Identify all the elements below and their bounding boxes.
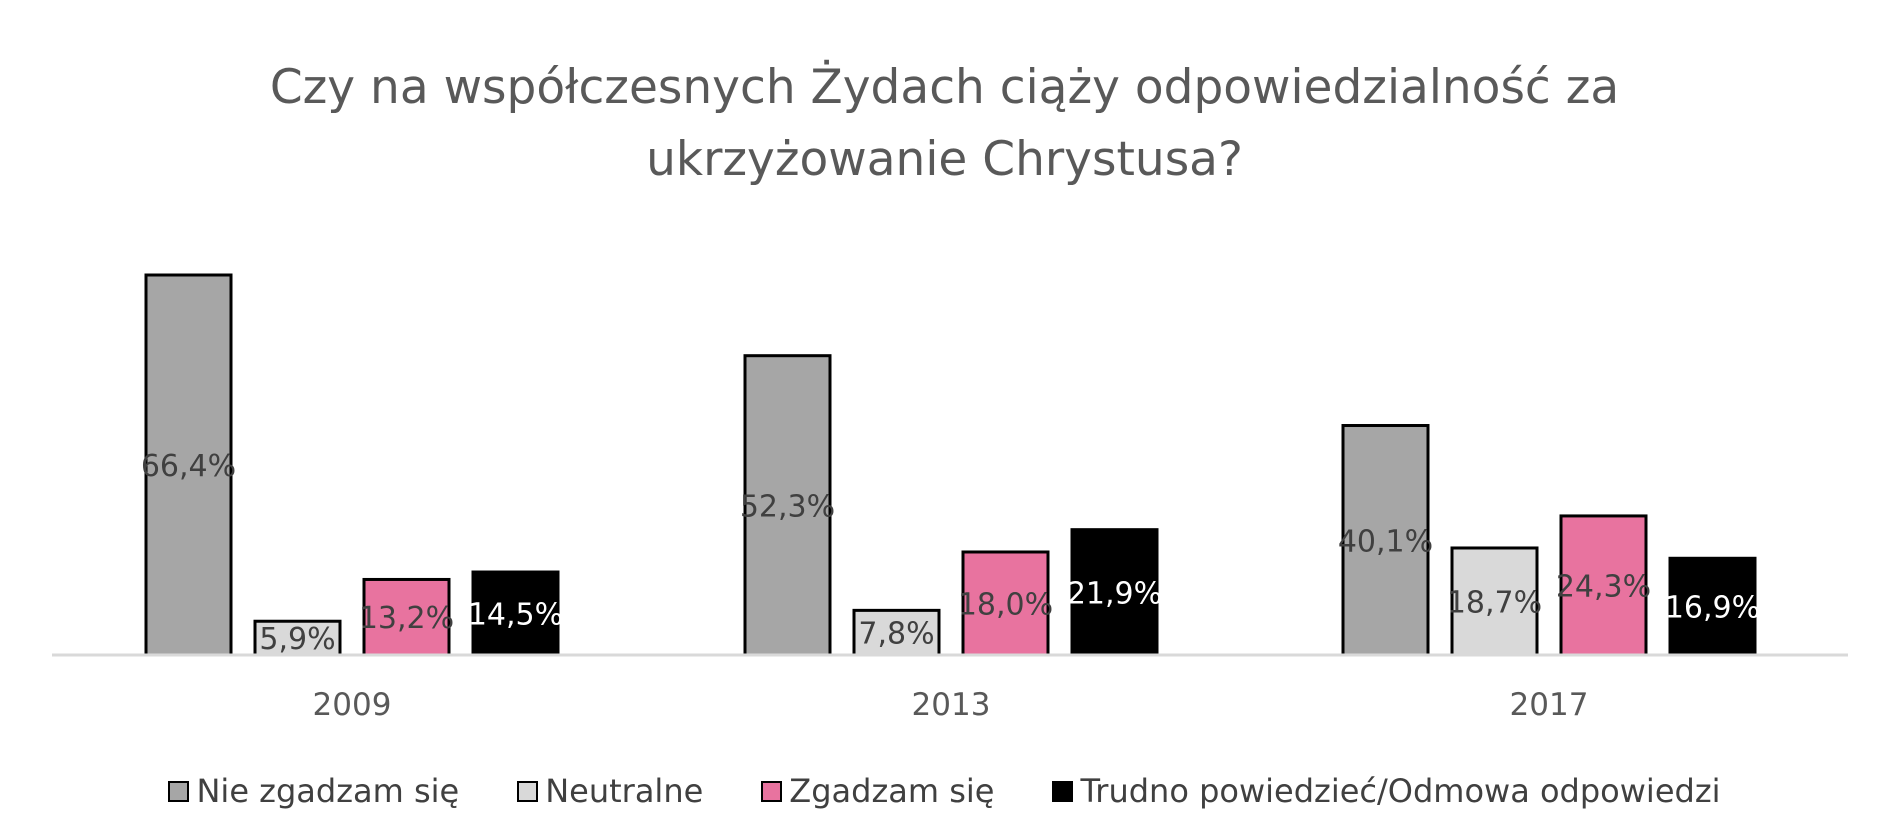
legend-label-nie-zgadzam-sie: Nie zgadzam się: [196, 772, 460, 810]
chart-title-line-1: Czy na współczesnych Żydach ciąży odpowi…: [269, 60, 1620, 115]
legend-label-neutralne: Neutralne: [545, 772, 704, 810]
data-label-zgadzam-sie-2017: 24,3%: [1556, 569, 1651, 604]
data-label-nie-zgadzam-sie-2013: 52,3%: [740, 489, 835, 524]
category-label-2013: 2013: [912, 687, 991, 723]
data-label-neutralne-2009: 5,9%: [259, 622, 335, 657]
data-label-neutralne-2013: 7,8%: [858, 617, 934, 652]
chart-title-line-2: ukrzyżowanie Chrystusa?: [646, 132, 1243, 187]
bar-neutralne-2017: [1450, 546, 1539, 657]
bar-zgadzam-sie-2013: [961, 550, 1050, 657]
legend-item-trudno-powiedziec-odmowa-odpowiedzi: Trudno powiedzieć/Odmowa odpowiedzi: [1052, 768, 1721, 814]
data-label-neutralne-2017: 18,7%: [1447, 585, 1542, 620]
chart-title: Czy na współczesnych Żydach ciąży odpowi…: [0, 52, 1889, 196]
data-label-zgadzam-sie-2009: 13,2%: [359, 601, 454, 636]
legend-label-zgadzam-sie: Zgadzam się: [789, 772, 995, 810]
legend-label-trudno-powiedziec-odmowa-odpowiedzi: Trudno powiedzieć/Odmowa odpowiedzi: [1080, 772, 1721, 810]
legend-swatch-nie-zgadzam-sie: [168, 780, 190, 802]
legend-swatch-zgadzam-sie: [761, 780, 783, 802]
data-label-trudno-powiedziec-odmowa-odpowiedzi-2017: 16,9%: [1665, 591, 1760, 626]
legend-item-zgadzam-sie: Zgadzam się: [761, 768, 994, 814]
chart-legend: Nie zgadzam się Neutralne Zgadzam się Trudn…: [0, 768, 1889, 814]
bar-nie-zgadzam-sie-2013: [743, 354, 832, 657]
bar-neutralne-2009: [253, 619, 342, 657]
data-label-nie-zgadzam-sie-2017: 40,1%: [1338, 524, 1433, 559]
data-label-zgadzam-sie-2013: 18,0%: [958, 587, 1053, 622]
category-label-2017: 2017: [1510, 687, 1589, 723]
data-label-trudno-powiedziec-odmowa-odpowiedzi-2009: 14,5%: [468, 598, 563, 633]
legend-swatch-neutralne: [517, 780, 539, 802]
bar-neutralne-2013: [852, 608, 941, 657]
legend-item-neutralne: Neutralne: [517, 768, 703, 814]
bar-chart-plot: 66,4% 5,9% 13,2% 14,5% 2009 52,3% 7,8% 18,0% 21,…: [52, 273, 1848, 723]
category-label-2009: 2009: [313, 687, 392, 723]
bar-trudno-powiedziec-odmowa-odpowiedzi-2017: [1668, 556, 1757, 657]
bar-trudno-powiedziec-odmowa-odpowiedzi-2013: [1070, 528, 1159, 657]
data-label-nie-zgadzam-sie-2009: 66,4%: [141, 449, 236, 484]
legend-swatch-trudno-powiedziec-odmowa-odpowiedzi: [1052, 780, 1074, 802]
data-label-trudno-powiedziec-odmowa-odpowiedzi-2013: 21,9%: [1067, 576, 1162, 611]
legend-item-nie-zgadzam-sie: Nie zgadzam się: [168, 768, 459, 814]
bar-zgadzam-sie-2009: [362, 577, 451, 657]
